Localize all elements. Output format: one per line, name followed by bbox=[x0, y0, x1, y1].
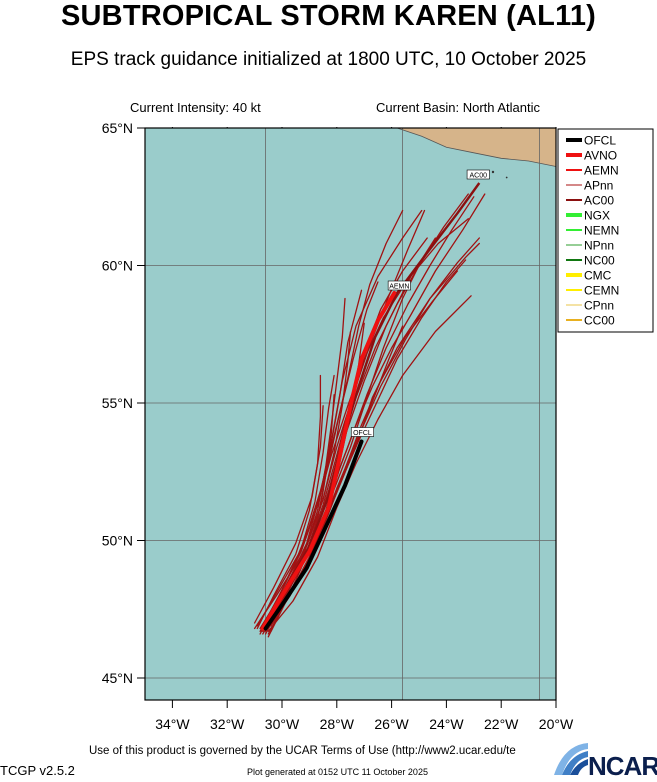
lon-tick-label: 34°W bbox=[155, 716, 190, 732]
legend-label: CMC bbox=[584, 269, 612, 283]
island-dot bbox=[505, 176, 508, 179]
ensemble-member-track bbox=[256, 374, 322, 630]
guidance-subtitle: EPS track guidance initialized at 1800 U… bbox=[70, 49, 587, 70]
ofcl-end-label-box bbox=[350, 427, 374, 437]
aemn-track bbox=[260, 291, 397, 631]
legend: OFCLAVNOAEMNAPnnAC00NGXNEMNNPnnNC00CMCCE… bbox=[557, 128, 654, 333]
track-layer: AC00 AEMN OFCL bbox=[253, 169, 490, 638]
lat-tick-label: 45°N bbox=[102, 670, 133, 686]
legend-label: NPnn bbox=[584, 239, 614, 253]
lon-tick-label: 26°W bbox=[374, 716, 409, 732]
storm-title: SUBTROPICAL STORM KAREN (AL11) bbox=[60, 0, 597, 32]
lat-tick-label: 65°N bbox=[102, 120, 133, 136]
legend-label: NC00 bbox=[584, 254, 615, 268]
legend-label: APnn bbox=[584, 179, 613, 193]
island-dot bbox=[491, 170, 495, 174]
legend-label: CPnn bbox=[584, 299, 614, 313]
ensemble-member-track bbox=[270, 237, 480, 627]
ensemble-member-track bbox=[262, 394, 335, 635]
lon-tick-label: 24°W bbox=[429, 716, 464, 732]
lat-tick-label: 60°N bbox=[102, 258, 133, 274]
ensemble-member-track bbox=[267, 295, 472, 632]
aemn-end-label-box bbox=[387, 280, 411, 291]
lon-tick-label: 28°W bbox=[320, 716, 355, 732]
legend-label: NGX bbox=[584, 209, 610, 223]
legend-label: AVNO bbox=[584, 149, 617, 163]
legend-label: NEMN bbox=[584, 224, 619, 238]
terms-of-use: Use of this product is governed by the U… bbox=[89, 745, 516, 757]
ac00-end-label-box bbox=[466, 169, 490, 180]
ncar-logo-icon bbox=[554, 743, 588, 775]
track-map: AC00 AEMN OFCL 34°W 32°W 30°W 28°W 26°W 24°W 22°… bbox=[102, 120, 654, 732]
plot-frame bbox=[144, 127, 557, 701]
lon-tick-label: 32°W bbox=[210, 716, 245, 732]
ncar-logo-text: NCAR bbox=[588, 751, 657, 781]
plot-generated-time: Plot generated at 0152 UTC 11 October 20… bbox=[247, 767, 428, 777]
aemn-end-label: AEMN bbox=[389, 284, 409, 291]
current-intensity: Current Intensity: 40 kt bbox=[130, 100, 261, 115]
legend-label: CC00 bbox=[584, 314, 615, 328]
ac00-end-label: AC00 bbox=[470, 173, 488, 180]
legend-label: OFCL bbox=[584, 134, 616, 148]
legend-label: AC00 bbox=[584, 194, 614, 208]
lon-tick-label: 30°W bbox=[265, 716, 300, 732]
ensemble-member-track bbox=[253, 405, 324, 624]
ensemble-member-track bbox=[259, 209, 426, 630]
lat-tick-label: 50°N bbox=[102, 533, 133, 549]
lon-tick-label: 20°W bbox=[539, 716, 574, 732]
land-layer bbox=[396, 128, 556, 179]
lon-tick-label: 22°W bbox=[484, 716, 519, 732]
lat-tick-label: 55°N bbox=[102, 395, 133, 411]
ofcl-end-label: OFCL bbox=[353, 430, 372, 437]
legend-label: CEMN bbox=[584, 284, 619, 298]
current-basin: Current Basin: North Atlantic bbox=[376, 100, 541, 115]
ofcl-track bbox=[263, 439, 364, 631]
iceland-land bbox=[396, 128, 556, 167]
tcgp-version: TCGP v2.5.2 bbox=[0, 763, 75, 778]
axis-ticks: 34°W 32°W 30°W 28°W 26°W 24°W 22°W 20°W 45°N 50°N… bbox=[102, 120, 574, 732]
legend-label: AEMN bbox=[584, 164, 619, 178]
